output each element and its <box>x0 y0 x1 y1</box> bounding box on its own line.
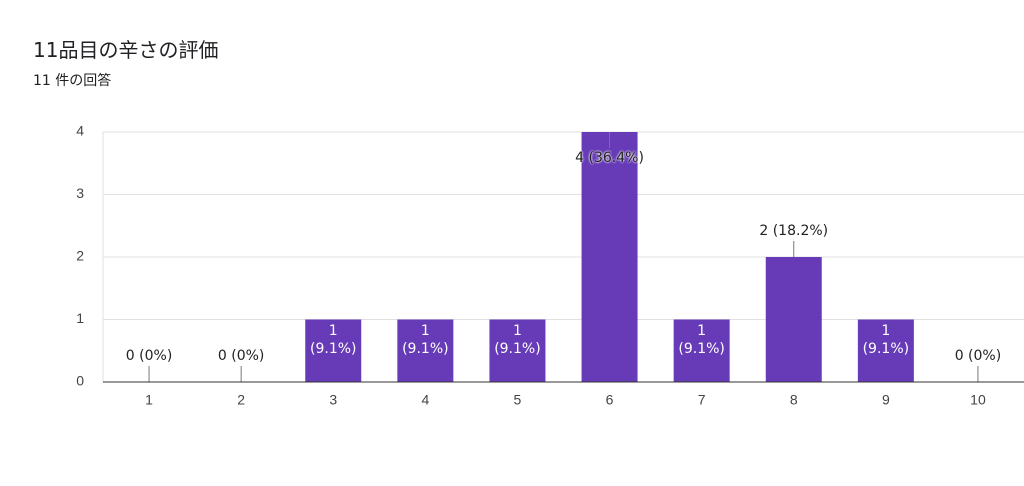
value-label: 0 (0%) <box>125 348 173 364</box>
x-tick-label: 8 <box>790 392 798 408</box>
chart-subtitle: 11 件の回答 <box>33 73 112 89</box>
x-tick-label: 5 <box>514 392 522 408</box>
y-tick-label: 1 <box>76 310 84 326</box>
x-tick-label: 9 <box>882 392 890 408</box>
bar <box>581 132 638 382</box>
bar <box>673 319 730 382</box>
y-tick-label: 3 <box>76 185 84 201</box>
value-label: 1 (9.1%) <box>678 322 725 357</box>
x-tick-label: 4 <box>421 392 429 408</box>
bar <box>397 319 454 382</box>
x-tick-label: 7 <box>698 392 706 408</box>
x-tick-label: 6 <box>606 392 614 408</box>
value-label: 4 (36.4%) <box>575 150 644 166</box>
bar <box>305 319 362 382</box>
y-tick-label: 0 <box>76 373 84 389</box>
chart-title: 11品目の辛さの評価 <box>33 38 219 62</box>
x-tick-label: 10 <box>970 392 986 408</box>
x-tick-label: 1 <box>145 392 153 408</box>
x-tick-label: 2 <box>237 392 245 408</box>
value-label: 0 (0%) <box>954 348 1002 364</box>
value-label: 1 (9.1%) <box>862 322 910 357</box>
bar <box>857 319 914 382</box>
value-label: 0 (0%) <box>217 348 265 364</box>
value-label: 1 (9.1%) <box>402 322 449 357</box>
y-tick-label: 4 <box>76 123 84 139</box>
value-label: 1 (9.1%) <box>310 322 357 357</box>
y-tick-label: 2 <box>76 248 84 264</box>
bar <box>489 319 546 382</box>
value-label: 2 (18.2%) <box>759 223 829 239</box>
bar <box>765 257 822 382</box>
x-tick-label: 3 <box>329 392 337 408</box>
value-label: 1 (9.1%) <box>494 322 541 357</box>
